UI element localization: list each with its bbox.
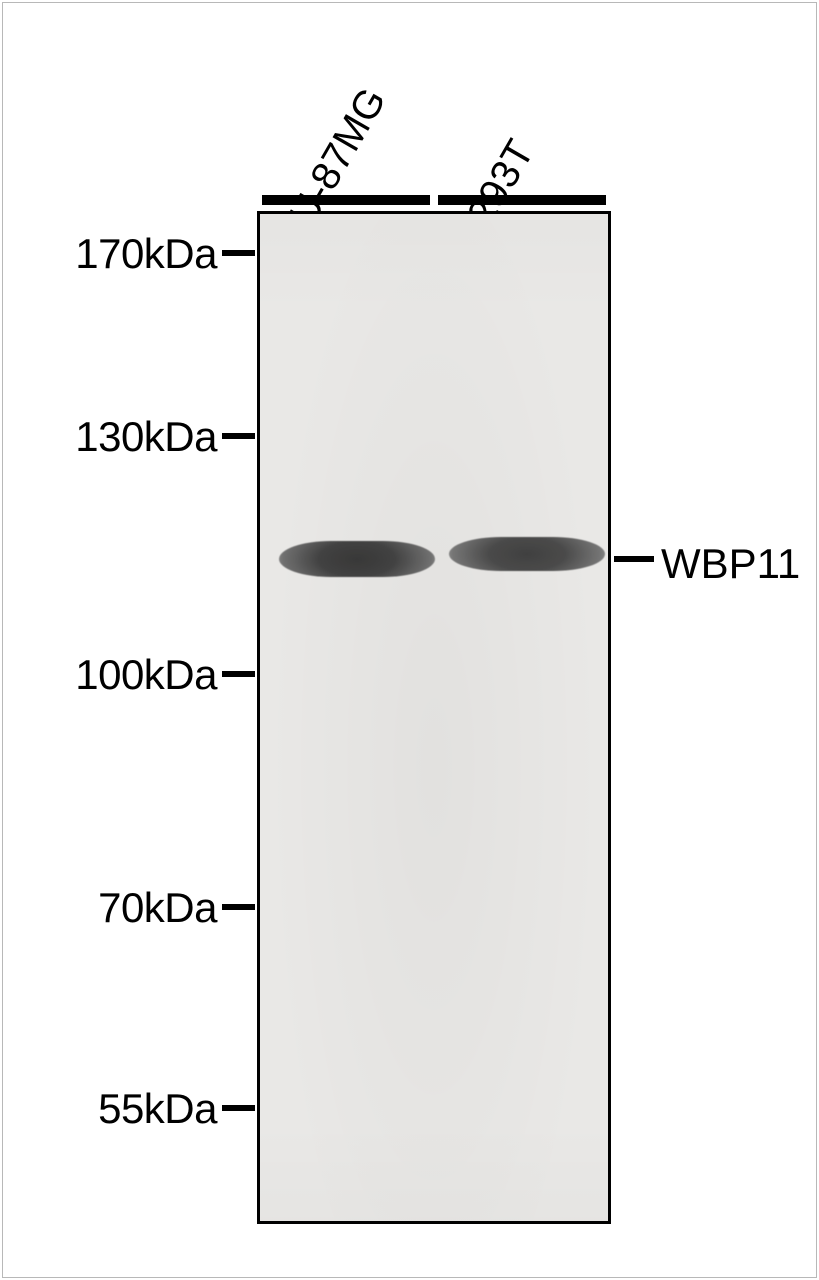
mw-tick-100	[222, 671, 255, 677]
mw-label-55: 55kDa	[98, 1085, 217, 1133]
western-blot-figure: U-87MG 293T 170kDa130kDa100kDa70kDa55kDa…	[0, 0, 819, 1280]
mw-tick-70	[222, 904, 255, 910]
target-tick	[614, 556, 654, 562]
mw-label-70: 70kDa	[98, 884, 217, 932]
mw-tick-170	[222, 250, 255, 256]
target-label: WBP11	[661, 540, 800, 588]
mw-tick-55	[222, 1105, 255, 1111]
mw-label-100: 100kDa	[75, 651, 217, 699]
band-lane-1	[279, 541, 435, 577]
blot-membrane	[257, 211, 611, 1224]
band-lane-2	[449, 537, 605, 571]
mw-tick-130	[222, 433, 255, 439]
mw-label-130: 130kDa	[75, 413, 217, 461]
mw-label-170: 170kDa	[75, 230, 217, 278]
